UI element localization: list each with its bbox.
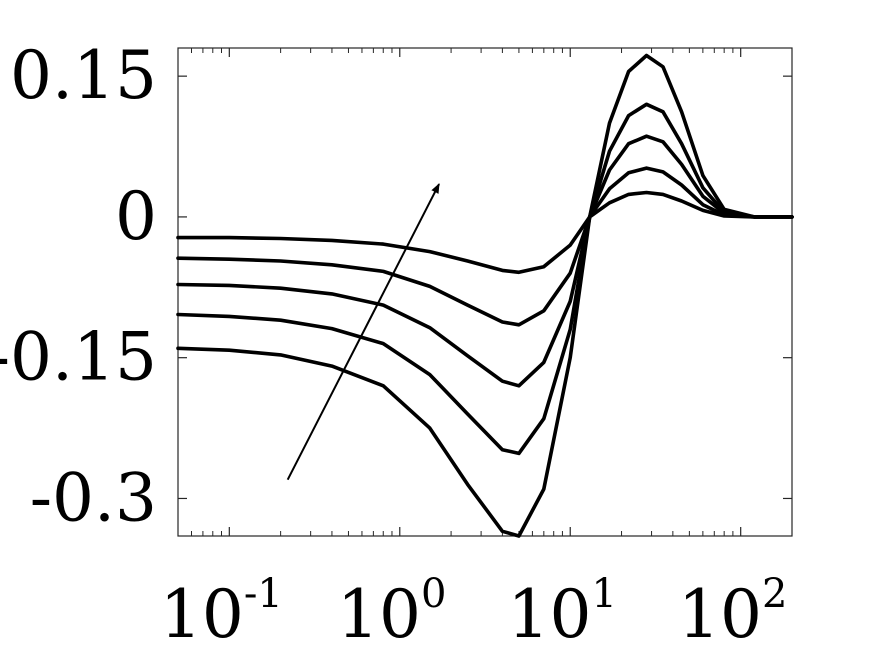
series-line-3: [176, 134, 794, 388]
x-tick-base: 10: [337, 576, 421, 653]
y-tick-label: -0.15: [0, 319, 157, 396]
x-tick-base: 10: [160, 576, 244, 653]
x-tick-exponent: 0: [421, 571, 446, 617]
series-line-4: [176, 102, 794, 456]
x-tick-label: 100: [337, 571, 446, 653]
axes-box: [177, 47, 793, 537]
x-tick-exponent: -1: [244, 571, 283, 617]
series-line-5: [176, 53, 794, 538]
x-tick-exponent: 2: [762, 571, 787, 617]
series-line-1: [176, 190, 794, 275]
x-tick-base: 10: [678, 576, 762, 653]
x-tick-label: 10-1: [160, 571, 283, 653]
plot-area: [176, 47, 794, 538]
series-line-2: [176, 166, 794, 327]
trend-arrow: [286, 183, 440, 481]
y-tick-label: 0.15: [10, 37, 157, 114]
x-tick-base: 10: [508, 576, 592, 653]
x-tick-label: 102: [678, 571, 787, 653]
y-tick-label: -0.3: [30, 459, 157, 536]
x-tick-label: 101: [508, 571, 617, 653]
x-tick-exponent: 1: [591, 571, 616, 617]
y-tick-label: 0: [115, 178, 157, 255]
